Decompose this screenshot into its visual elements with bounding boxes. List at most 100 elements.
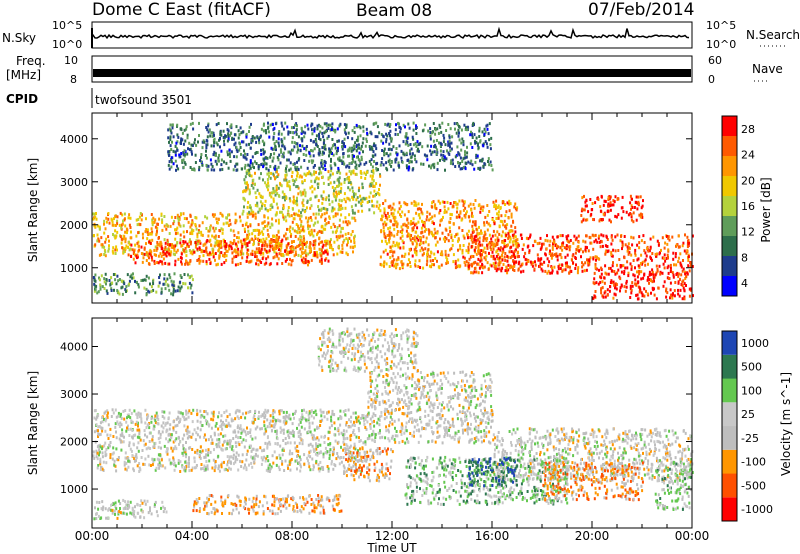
velocity-cell: [340, 460, 343, 464]
power-cell: [383, 207, 386, 211]
power-cell: [398, 267, 401, 271]
power-ytick-label: 1000: [60, 262, 88, 275]
power-cell: [640, 277, 643, 281]
power-cell: [114, 252, 117, 255]
power-cell: [687, 253, 690, 257]
power-cell: [434, 203, 437, 207]
power-cell: [673, 263, 675, 267]
velocity-cell: [285, 414, 288, 418]
power-cell: [281, 253, 284, 256]
power-cell: [265, 237, 268, 241]
velocity-cell: [330, 462, 333, 466]
power-cell: [231, 251, 234, 255]
power-cell: [345, 132, 347, 136]
power-cell: [286, 227, 288, 231]
power-cell: [118, 278, 121, 281]
power-cell: [487, 157, 490, 161]
power-cell: [498, 259, 501, 263]
power-cell: [318, 148, 321, 151]
power-cell: [374, 144, 377, 148]
power-cell: [304, 146, 307, 150]
power-cell: [483, 265, 486, 269]
power-cell: [250, 259, 253, 263]
power-cell: [306, 201, 309, 204]
power-cell: [215, 141, 218, 145]
power-cell: [247, 229, 250, 233]
power-cell: [235, 250, 238, 254]
power-cell: [398, 126, 401, 129]
power-cell: [478, 126, 481, 130]
power-cell: [538, 241, 541, 245]
power-cell: [122, 246, 125, 250]
power-cell: [383, 152, 386, 156]
velocity-cell: [299, 436, 302, 440]
power-cell: [303, 261, 306, 265]
power-cell: [214, 241, 217, 245]
velocity-cell: [254, 427, 257, 431]
power-cell: [177, 135, 180, 139]
power-cell: [292, 163, 295, 166]
power-cell: [638, 272, 641, 276]
power-cell: [242, 252, 245, 256]
power-cell: [237, 231, 240, 235]
power-cell: [654, 273, 657, 277]
velocity-cell: [237, 436, 240, 440]
power-cell: [234, 212, 237, 216]
power-cell: [414, 142, 417, 145]
velocity-cell: [312, 411, 315, 414]
power-cell: [258, 207, 261, 211]
power-cell: [195, 143, 198, 147]
power-cell: [425, 228, 427, 232]
power-cell: [515, 260, 518, 264]
power-cell: [627, 246, 630, 250]
power-cell: [297, 237, 300, 241]
power-cell: [351, 137, 354, 141]
power-cell: [321, 126, 324, 130]
power-cell: [582, 218, 585, 222]
power-cell: [472, 123, 474, 126]
power-cell: [329, 246, 331, 249]
power-cell: [389, 219, 392, 223]
velocity-cell: [223, 411, 226, 414]
power-cell: [136, 255, 139, 259]
power-cell: [442, 215, 444, 219]
power-cell: [317, 199, 320, 203]
power-cell: [213, 168, 216, 172]
power-cell: [475, 153, 478, 157]
power-cell: [507, 263, 510, 267]
power-cell: [341, 234, 344, 238]
power-cell: [328, 198, 330, 202]
velocity-cell: [188, 430, 191, 434]
power-cell: [620, 206, 623, 210]
power-cell: [459, 211, 462, 215]
power-cell: [630, 291, 633, 295]
power-cell: [180, 276, 183, 279]
power-cell: [325, 122, 328, 126]
power-cell: [417, 202, 420, 206]
power-cell: [510, 254, 513, 258]
power-cell: [434, 236, 437, 240]
power-cell: [314, 253, 316, 256]
power-cell: [233, 137, 235, 141]
power-cell: [227, 132, 230, 136]
velocity-cell: [183, 418, 186, 422]
velocity-cell: [235, 457, 238, 461]
velocity-cell: [279, 444, 282, 448]
power-cell: [686, 249, 689, 253]
power-cell: [379, 262, 382, 266]
velocity-cell: [266, 442, 269, 446]
power-cell: [121, 279, 123, 283]
power-cell: [513, 205, 516, 209]
power-cell: [403, 213, 406, 217]
power-cell: [203, 140, 206, 144]
power-cell: [312, 154, 315, 158]
power-cell: [344, 232, 347, 236]
power-cell: [658, 264, 661, 268]
power-cell: [260, 247, 263, 251]
velocity-cell: [105, 447, 108, 451]
power-cell: [150, 285, 153, 289]
power-cell: [191, 121, 194, 125]
power-cell: [229, 155, 231, 158]
power-cell: [208, 253, 211, 257]
power-cell: [452, 260, 455, 264]
